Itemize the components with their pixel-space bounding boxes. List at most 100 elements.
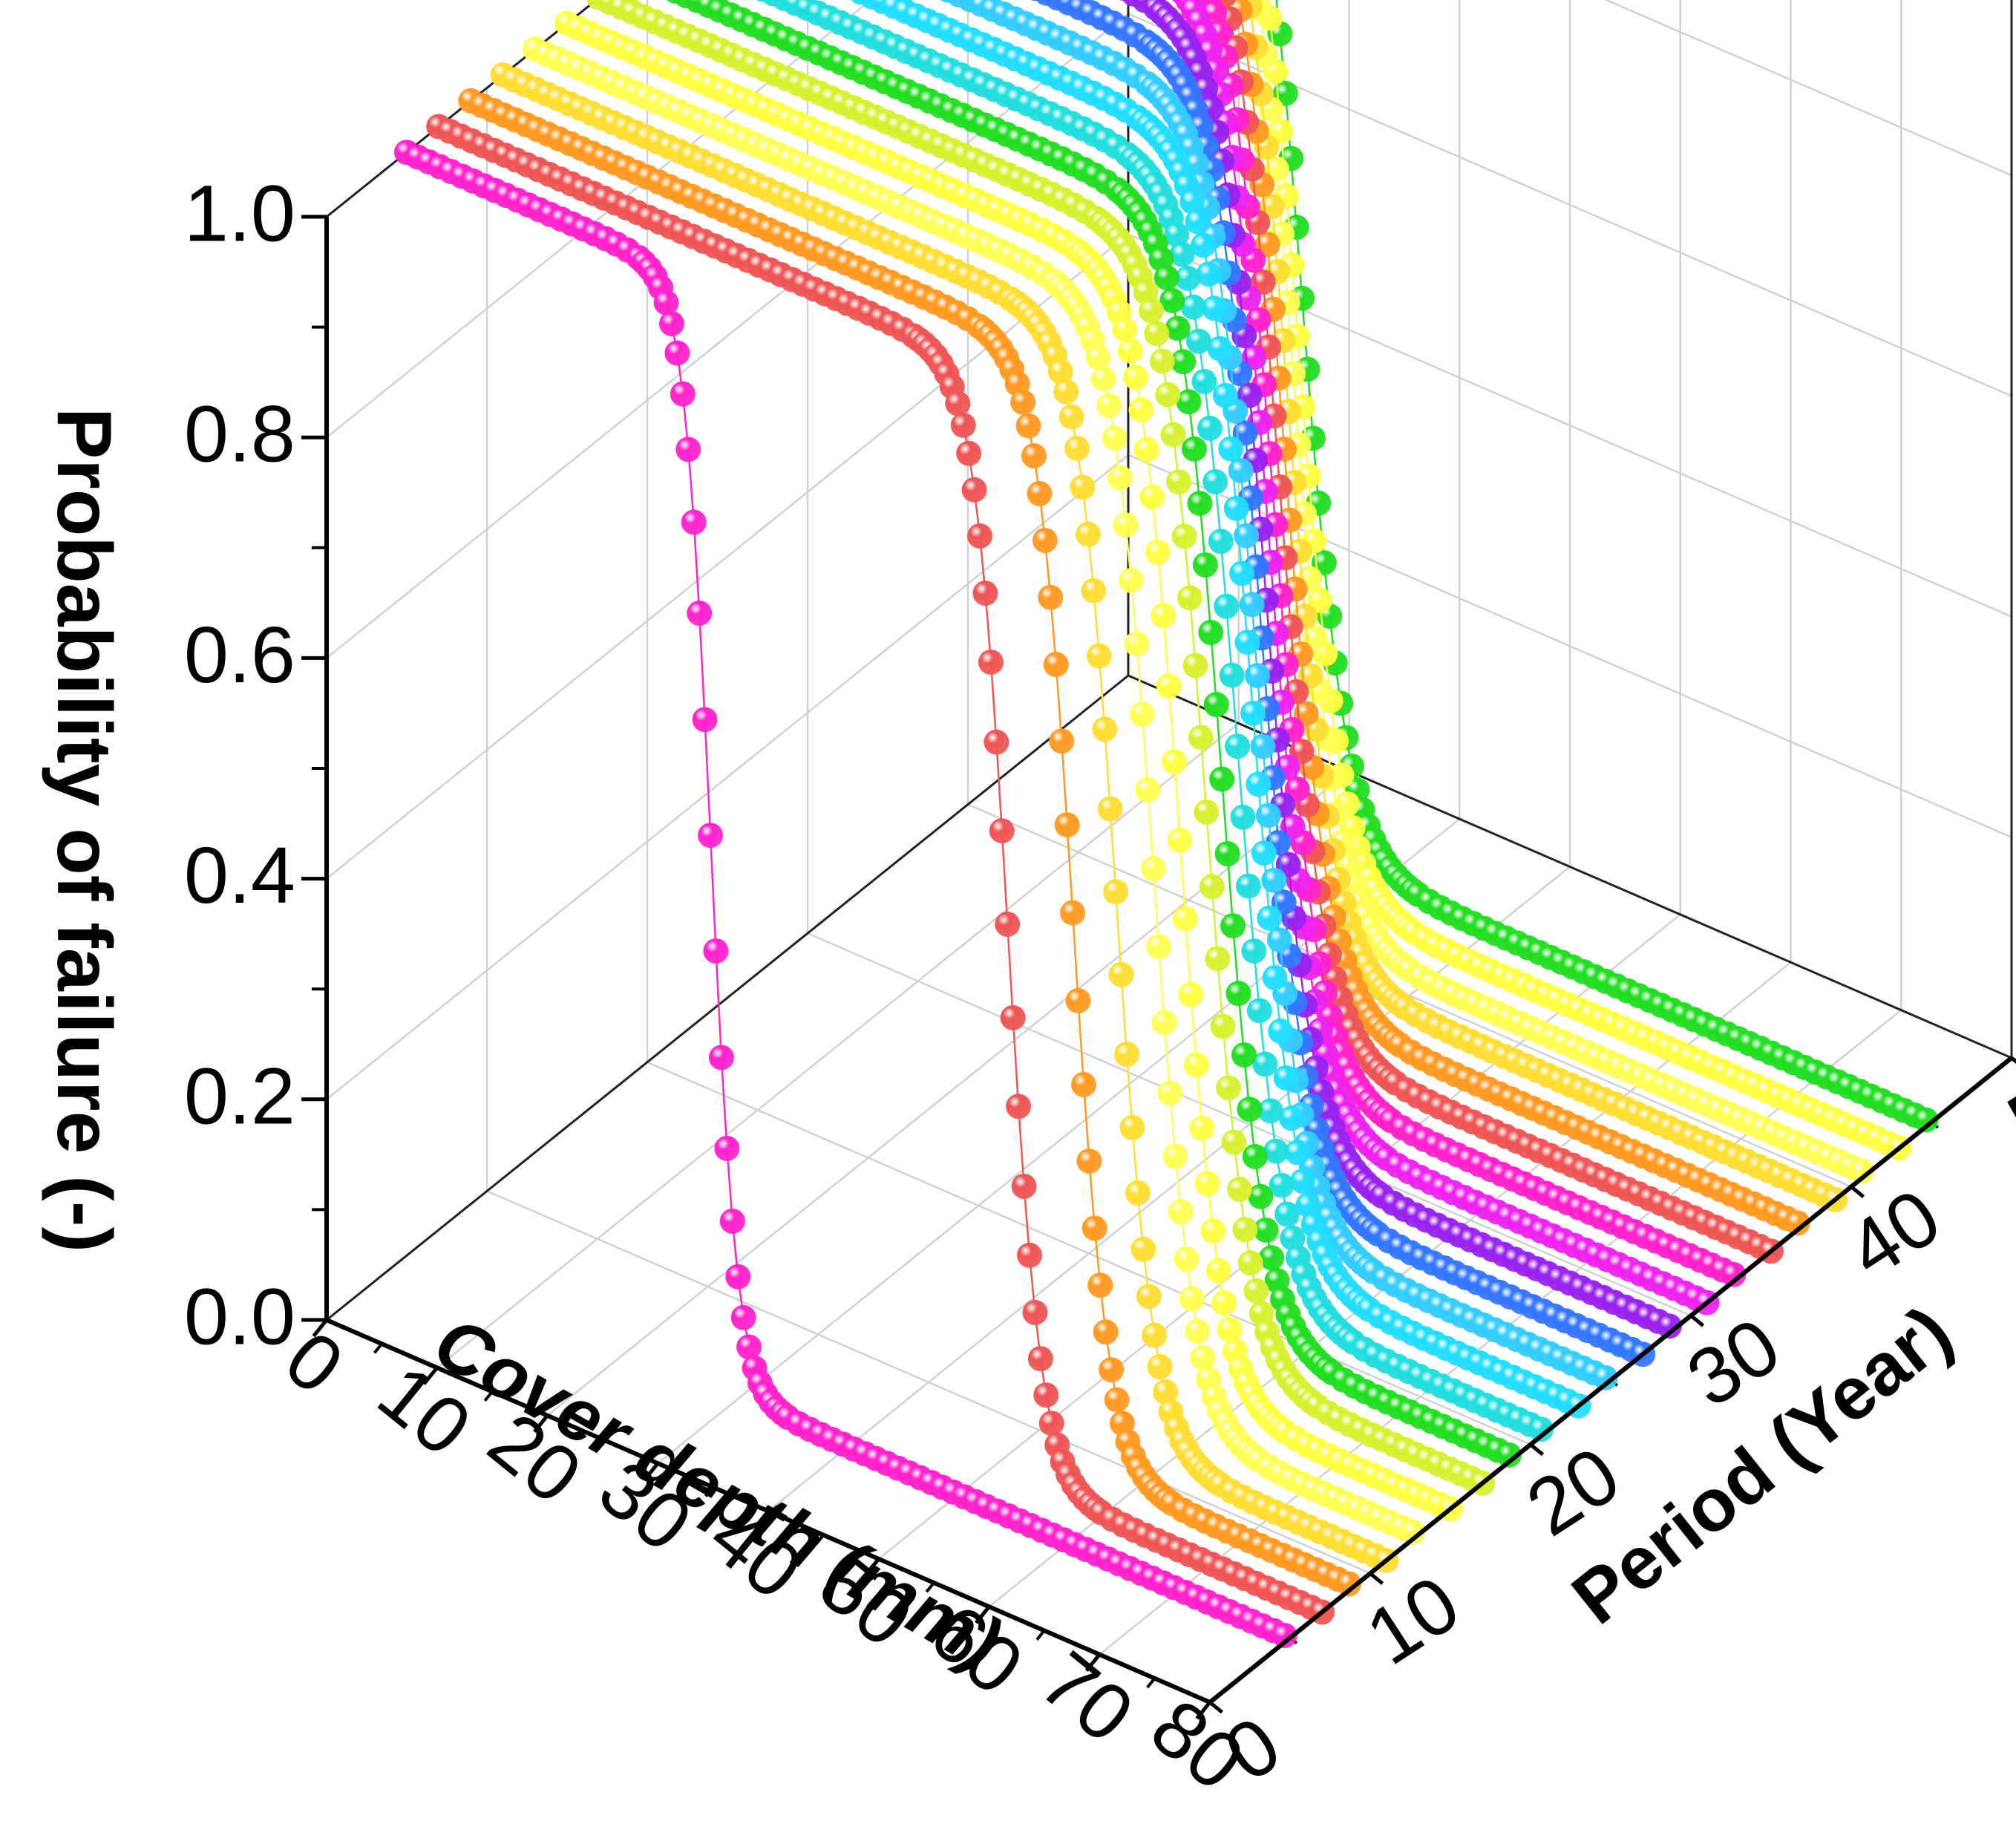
data-point	[1242, 1143, 1268, 1169]
data-point	[1117, 338, 1143, 364]
gridline	[326, 233, 1129, 880]
data-point	[945, 390, 971, 416]
data-point	[1280, 1225, 1306, 1251]
data-point	[1011, 1174, 1037, 1199]
data-point	[1130, 1236, 1156, 1262]
data-point	[1139, 484, 1165, 510]
data-point	[1159, 287, 1185, 313]
series-43-years	[1257, 0, 1912, 1161]
data-point	[1240, 700, 1266, 726]
data-point	[1027, 1346, 1053, 1372]
data-point	[956, 440, 982, 466]
data-point	[1022, 1300, 1048, 1325]
y-tick	[1529, 1442, 1545, 1457]
data-point	[1097, 796, 1123, 822]
data-point	[1092, 716, 1118, 742]
series-17-years	[586, 0, 1496, 1496]
data-point	[1528, 1416, 1554, 1442]
x-tick	[1195, 1701, 1211, 1720]
data-point	[1190, 1345, 1216, 1371]
data-point	[725, 1264, 751, 1290]
x-minor-tick	[594, 1438, 604, 1450]
data-point	[1153, 1379, 1179, 1405]
data-point	[1071, 1072, 1096, 1097]
frame-edge	[326, 0, 598, 218]
data-point	[1182, 653, 1208, 679]
data-point	[1182, 436, 1207, 462]
data-point	[1246, 771, 1272, 797]
data-point	[1248, 1183, 1274, 1209]
data-point	[1272, 1623, 1297, 1648]
data-point	[1147, 1354, 1173, 1379]
data-point	[1197, 416, 1223, 441]
data-point	[1151, 603, 1176, 629]
data-point	[1142, 1322, 1168, 1348]
data-point	[1221, 1129, 1247, 1155]
gridline	[436, 722, 1240, 1369]
data-point	[1174, 1246, 1200, 1272]
data-point	[1065, 988, 1091, 1013]
data-point	[1102, 425, 1128, 451]
data-point	[1049, 728, 1075, 754]
data-point	[1175, 265, 1201, 291]
data-point	[1038, 1411, 1064, 1437]
data-point	[1228, 458, 1254, 484]
data-point	[1203, 692, 1229, 718]
data-point	[1198, 620, 1224, 645]
z-tick-label: 0.6	[184, 609, 295, 699]
z-tick-label: 0.4	[184, 830, 295, 920]
data-point	[1194, 1171, 1220, 1197]
series-45-years	[1267, 0, 1939, 1133]
data-point	[719, 1209, 745, 1234]
z-tick-label: 0.8	[184, 389, 295, 479]
data-point	[1140, 855, 1166, 881]
x-minor-tick	[373, 1342, 383, 1354]
data-point	[1220, 913, 1246, 939]
gridline	[486, 1190, 1371, 1575]
data-point	[687, 601, 713, 626]
data-point	[1225, 733, 1251, 759]
data-point	[1200, 1218, 1226, 1244]
data-point	[1225, 981, 1251, 1007]
data-point	[984, 729, 1009, 755]
data-point	[670, 381, 696, 407]
data-point	[698, 823, 724, 849]
y-tick	[1850, 1185, 1865, 1199]
data-point	[681, 509, 707, 535]
data-point	[1149, 348, 1175, 374]
y-tick	[1369, 1572, 1384, 1585]
data-point	[1168, 1199, 1194, 1225]
gridline	[1604, 0, 2012, 177]
data-point	[1104, 1387, 1130, 1413]
data-point	[1186, 328, 1211, 354]
data-point	[1015, 413, 1041, 439]
data-point	[1139, 298, 1164, 324]
gridline	[326, 13, 1129, 659]
data-point	[1177, 585, 1202, 611]
data-point	[1000, 1004, 1026, 1030]
gridline	[326, 0, 873, 439]
y-tick	[1689, 1314, 1705, 1327]
data-point	[1107, 465, 1133, 491]
data-point	[1209, 766, 1235, 792]
data-point	[1192, 552, 1218, 578]
z-tick-label: 0.0	[184, 1272, 295, 1362]
data-point	[1234, 630, 1260, 656]
series-19-years	[666, 0, 1522, 1468]
data-point	[1208, 529, 1234, 555]
data-point	[1166, 469, 1192, 495]
data-point	[1128, 397, 1154, 423]
data-point	[1099, 1357, 1125, 1383]
data-point	[1202, 469, 1228, 494]
data-point	[1053, 379, 1079, 405]
data-point	[1232, 1217, 1258, 1243]
data-point	[1269, 1172, 1295, 1198]
data-point	[1153, 265, 1179, 291]
data-point	[1236, 873, 1261, 899]
data-point	[1178, 981, 1204, 1007]
data-point	[1157, 1080, 1183, 1106]
data-point	[1227, 1177, 1252, 1203]
data-point	[1108, 962, 1134, 987]
data-point	[1237, 1250, 1263, 1276]
data-point	[1191, 369, 1217, 394]
